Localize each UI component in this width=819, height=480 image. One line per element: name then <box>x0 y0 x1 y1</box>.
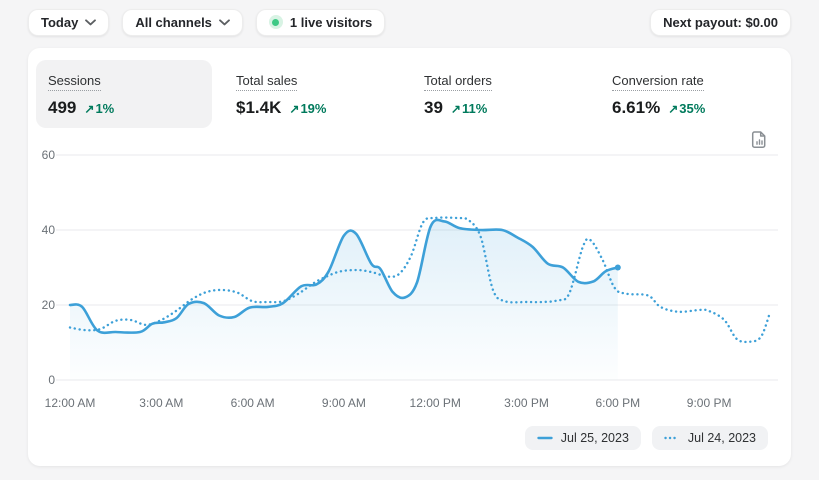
metric-label: Conversion rate <box>612 73 704 91</box>
y-tick-label: 0 <box>48 373 55 387</box>
chevron-down-icon <box>219 19 230 26</box>
chart-series <box>68 216 772 380</box>
metric-label: Sessions <box>48 73 101 91</box>
trend-up-arrow-icon: ↗ <box>668 102 679 116</box>
x-tick-label: 3:00 PM <box>504 396 549 410</box>
live-visitors-badge[interactable]: 1 live visitors <box>255 8 386 36</box>
analytics-card: Sessions 499 ↗1% Total sales $1.4K ↗19% Total … <box>28 48 791 466</box>
date-range-label: Today <box>41 14 79 30</box>
legend-dotted-line-icon <box>664 436 680 440</box>
legend-label: Jul 24, 2023 <box>687 431 756 445</box>
series-end-marker <box>614 264 621 271</box>
metric-tab-sessions[interactable]: Sessions 499 ↗1% <box>36 60 212 128</box>
channel-filter-button[interactable]: All channels <box>122 8 243 36</box>
next-payout-button[interactable]: Next payout: $0.00 <box>650 8 791 36</box>
export-file-icon <box>751 130 765 148</box>
metric-change-value: 19% <box>300 101 327 116</box>
metric-change-badge: ↗1% <box>84 101 114 116</box>
metric-change-value: 1% <box>95 101 115 116</box>
metric-change-badge: ↗35% <box>668 101 705 116</box>
metric-tab-total-sales[interactable]: Total sales $1.4K ↗19% <box>224 60 400 128</box>
trend-up-arrow-icon: ↗ <box>84 102 95 116</box>
legend-label: Jul 25, 2023 <box>560 431 629 445</box>
metric-change-value: 11% <box>461 101 488 116</box>
metric-value: 6.61% <box>612 98 661 117</box>
chart-legend: Jul 25, 2023 Jul 24, 2023 <box>524 426 768 450</box>
x-tick-label: 6:00 AM <box>230 396 275 410</box>
series-line-solid <box>68 218 620 335</box>
metric-value: $1.4K <box>236 98 282 117</box>
channel-filter-label: All channels <box>135 14 212 30</box>
chevron-down-icon <box>85 19 97 26</box>
y-tick-label: 60 <box>41 148 55 162</box>
trend-up-arrow-icon: ↗ <box>289 102 300 116</box>
metric-label: Total sales <box>236 73 298 91</box>
sessions-line-chart <box>56 154 778 381</box>
x-tick-label: 6:00 PM <box>595 396 641 410</box>
x-tick-label: 9:00 PM <box>686 396 732 410</box>
live-visitors-dot-icon <box>268 15 283 29</box>
legend-item-previous-period[interactable]: Jul 24, 2023 <box>651 426 768 450</box>
metric-value: 39 <box>424 98 443 117</box>
metric-change-badge: ↗11% <box>451 101 487 116</box>
metrics-tab-row: Sessions 499 ↗1% Total sales $1.4K ↗19% Total … <box>36 60 776 128</box>
x-tick-label: 3:00 AM <box>139 396 184 410</box>
metric-label: Total orders <box>424 73 492 91</box>
metric-tab-conversion-rate[interactable]: Conversion rate 6.61% ↗35% <box>600 60 776 128</box>
legend-solid-line-icon <box>537 436 553 440</box>
x-tick-label: 12:00 AM <box>44 396 96 410</box>
metric-change-value: 35% <box>679 101 706 116</box>
x-tick-label: 12:00 PM <box>409 396 461 410</box>
x-tick-label: 9:00 AM <box>321 396 366 410</box>
y-tick-label: 40 <box>41 223 55 237</box>
metric-change-badge: ↗19% <box>289 101 326 116</box>
metric-value: 499 <box>48 98 77 117</box>
top-toolbar: Today All channels 1 live visitors Next … <box>28 8 791 36</box>
series-area-fill <box>70 219 618 380</box>
trend-up-arrow-icon: ↗ <box>450 102 461 116</box>
next-payout-label: Next payout: $0.00 <box>663 14 778 30</box>
y-tick-label: 20 <box>41 298 55 312</box>
export-chart-button[interactable] <box>746 126 772 152</box>
live-visitors-label: 1 live visitors <box>289 14 373 30</box>
metric-tab-total-orders[interactable]: Total orders 39 ↗11% <box>412 60 588 128</box>
date-range-button[interactable]: Today <box>28 8 110 36</box>
legend-item-current-period[interactable]: Jul 25, 2023 <box>524 426 641 450</box>
